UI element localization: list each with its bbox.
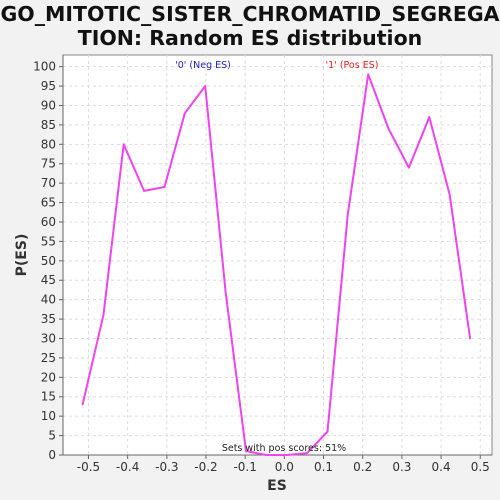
annotations: '0' (Neg ES) '1' (Pos ES) Sets with pos sc…	[175, 60, 378, 454]
axes: -0.5 -0.4 -0.3 -0.2 -0.1 0.0 0.1 0.2 0.3 0.4 0.5 0 5…	[33, 55, 492, 474]
grid-lines	[63, 55, 492, 456]
data-point-13	[347, 213, 349, 216]
x-tick-label-6: 0.1	[314, 460, 333, 474]
data-point-1	[102, 314, 105, 316]
data-point-5	[184, 112, 186, 115]
y-tick-label-17: 85	[41, 118, 56, 132]
y-tick-label-2: 10	[41, 409, 56, 423]
x-tick-label-10: 0.5	[471, 460, 490, 474]
y-tick-label-19: 95	[41, 79, 56, 93]
data-point-0	[81, 403, 84, 406]
y-tick-label-1: 5	[48, 429, 56, 443]
y-tick-label-0: 0	[48, 448, 56, 462]
plot-background	[62, 54, 493, 456]
y-tick-label-6: 30	[41, 331, 56, 345]
neg-es-label: '0' (Neg ES)	[175, 60, 231, 71]
data-point-8	[245, 450, 247, 452]
y-tick-label-14: 70	[41, 176, 56, 190]
x-tick-label-2: -0.3	[155, 460, 178, 474]
chart-title-line-2: TION: Random ES distribution	[77, 26, 423, 50]
x-tick-label-8: 0.3	[392, 460, 411, 474]
chart-title-line-1: GO_MITOTIC_SISTER_CHROMATID_SEGREGA	[0, 2, 500, 26]
data-point-2	[122, 143, 125, 146]
y-tick-label-3: 15	[41, 390, 56, 404]
data-point-10	[285, 454, 288, 456]
y-tick-label-8: 40	[41, 293, 56, 307]
data-point-9	[265, 454, 268, 456]
data-point-3	[143, 190, 145, 192]
y-tick-label-5: 25	[41, 351, 56, 365]
y-axis-title: P(ES)	[14, 234, 30, 277]
series-layer	[81, 73, 472, 456]
y-tick-label-11: 55	[41, 234, 56, 248]
y-tick-label-15: 75	[41, 157, 56, 171]
data-point-17	[428, 116, 431, 118]
data-point-4	[163, 186, 166, 188]
y-tick-label-7: 35	[41, 312, 56, 326]
x-tick-label-5: 0.0	[275, 460, 294, 474]
y-tick-label-10: 50	[41, 254, 56, 268]
data-point-14	[367, 73, 369, 76]
data-point-12	[326, 430, 329, 433]
data-point-18	[448, 194, 451, 196]
data-point-7	[224, 291, 227, 293]
pos-scores-note: Sets with pos scores: 51%	[222, 443, 346, 454]
x-tick-label-0: -0.5	[77, 460, 100, 474]
data-point-6	[204, 85, 207, 87]
series-line-0	[81, 73, 472, 456]
y-tick-label-16: 80	[41, 137, 56, 151]
pos-es-label: '1' (Pos ES)	[326, 60, 379, 71]
data-point-16	[408, 166, 410, 169]
x-tick-label-9: 0.4	[432, 460, 451, 474]
x-tick-label-3: -0.2	[194, 460, 217, 474]
x-axis-title: ES	[267, 478, 287, 494]
data-point-19	[469, 337, 471, 340]
y-tick-label-13: 65	[41, 196, 56, 210]
x-tick-label-4: -0.1	[233, 460, 256, 474]
data-point-15	[387, 127, 390, 130]
data-point-11	[306, 452, 308, 454]
y-tick-label-12: 60	[41, 215, 56, 229]
y-tick-label-4: 20	[41, 370, 56, 384]
y-tick-label-18: 90	[41, 98, 56, 112]
x-tick-label-7: 0.2	[353, 460, 372, 474]
y-tick-label-20: 100	[33, 60, 56, 74]
chart-title: GO_MITOTIC_SISTER_CHROMATID_SEGREGA TION…	[0, 2, 500, 50]
x-tick-label-1: -0.4	[116, 460, 139, 474]
y-tick-label-9: 45	[41, 273, 56, 287]
